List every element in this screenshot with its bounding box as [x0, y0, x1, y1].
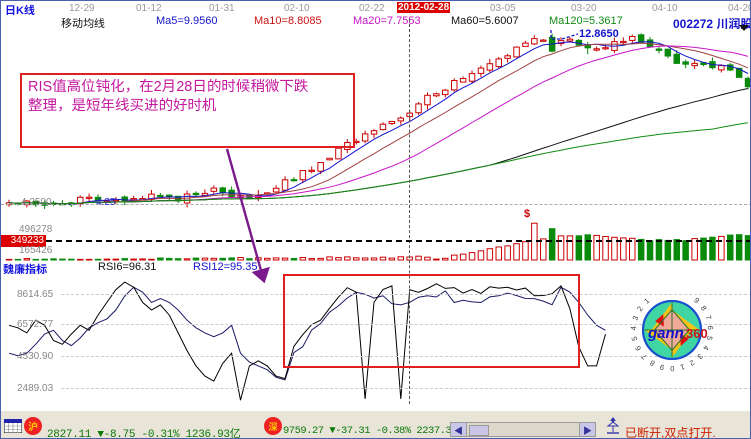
svg-text:0: 0	[670, 364, 674, 373]
svg-text:8: 8	[699, 304, 709, 313]
svg-text:9: 9	[659, 362, 665, 372]
svg-text:沪: 沪	[28, 421, 38, 433]
svg-text:8: 8	[648, 358, 656, 368]
svg-text:gann: gann	[647, 325, 684, 342]
svg-text:3: 3	[695, 352, 704, 361]
svg-text:深: 深	[268, 422, 277, 432]
svg-text:4: 4	[701, 344, 711, 352]
svg-text:7: 7	[703, 314, 713, 321]
svg-text:7: 7	[640, 352, 649, 361]
svg-text:1: 1	[679, 362, 685, 372]
svg-text:4: 4	[629, 326, 638, 331]
svg-text:360: 360	[686, 326, 708, 341]
svg-text:2: 2	[688, 358, 696, 368]
